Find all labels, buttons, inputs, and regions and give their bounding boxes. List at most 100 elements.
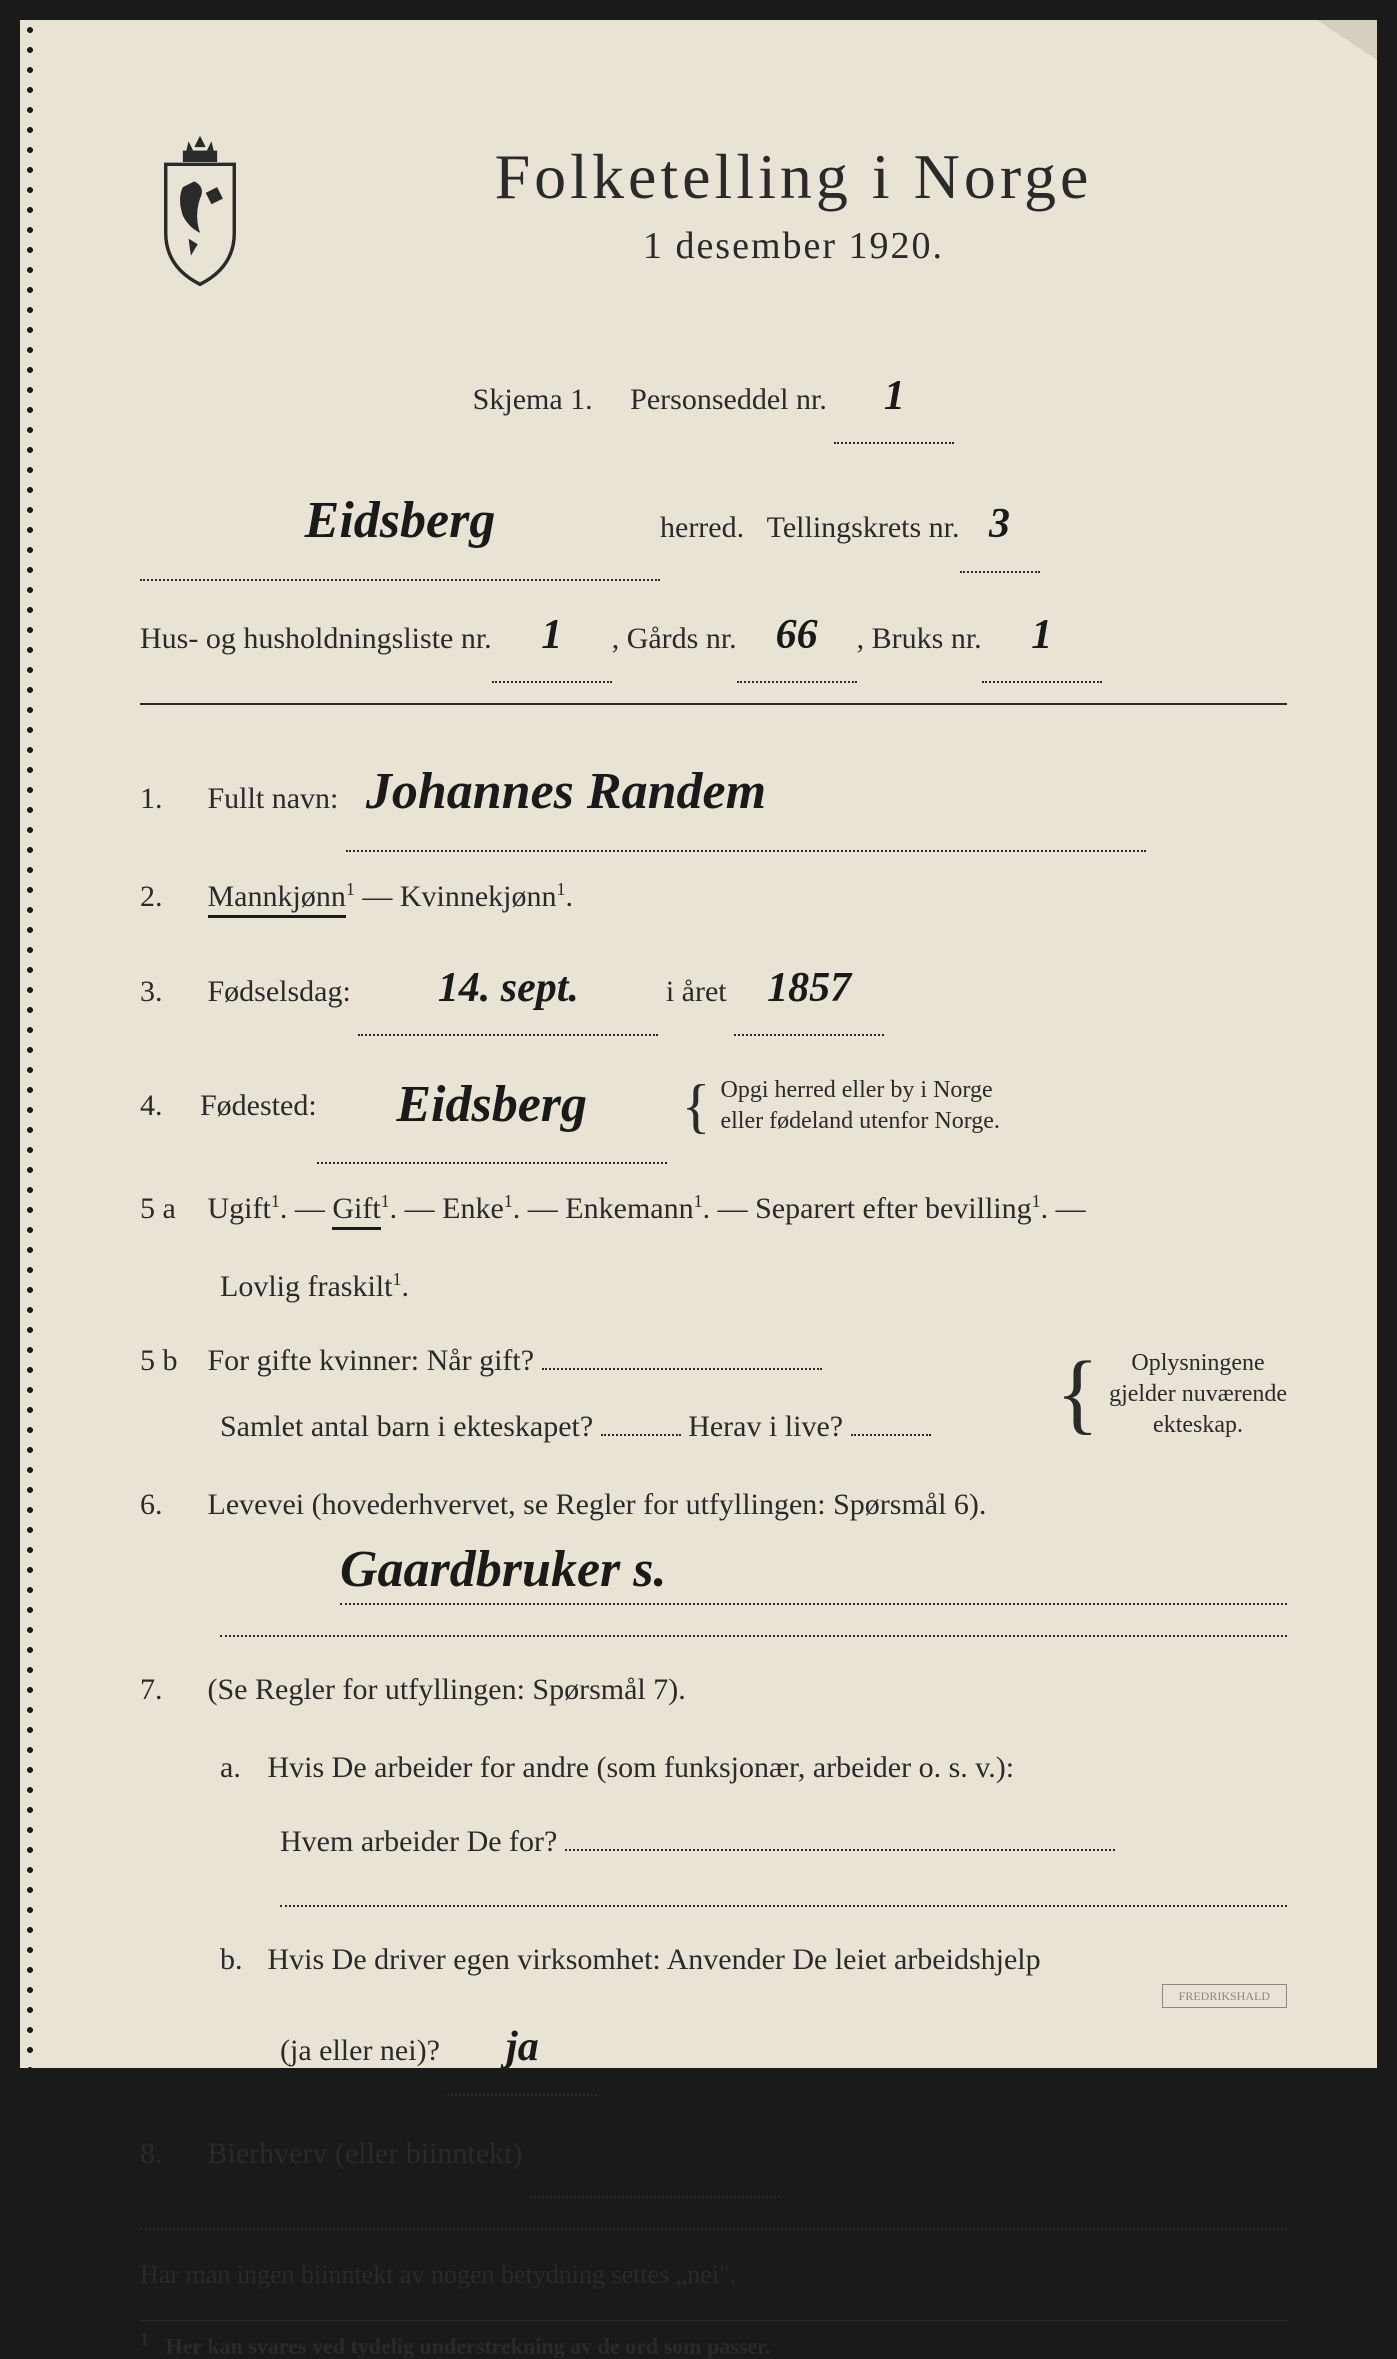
stamp-line: FREDRIKSHALD [1179,1989,1270,2003]
q2-num: 2. [140,864,200,930]
q4-note: Opgi herred eller by i Norge eller fødel… [720,1075,999,1137]
footer-note: Har man ingen biinntekt av nogen betydni… [140,2260,1287,2290]
title-block: Folketelling i Norge 1 desember 1920. [300,120,1287,268]
q4-note2: eller fødeland utenfor Norge. [720,1108,999,1134]
personseddel-label: Personseddel nr. [630,383,827,416]
footnote-num: 1 [140,2329,149,2349]
husliste-line: Hus- og husholdningsliste nr. 1 , Gårds … [140,589,1287,683]
coat-of-arms-icon [140,130,260,290]
q7b-text2: (ja eller nei)? [280,2034,440,2067]
blank-line [220,1635,1287,1637]
q5b-note2: gjelder nuværende [1109,1381,1287,1407]
q7a: a. Hvis De arbeider for andre (som funks… [140,1735,1287,1801]
q5a-num: 5 a [140,1176,200,1242]
footnote: 1 Her kan svares ved tydelig understrekn… [140,2320,1287,2359]
skjema-line: Skjema 1. Personseddel nr. 1 [140,350,1287,444]
q5b-note1: Oplysningene [1131,1350,1264,1376]
brace-icon: { [1056,1358,1099,1430]
herred-name: Eidsberg [305,492,496,549]
bruks-label: , Bruks nr. [857,606,982,672]
gards-label: , Gårds nr. [612,606,737,672]
q7: 7. (Se Regler for utfyllingen: Spørsmål … [140,1657,1287,1723]
q3-day: 14. sept. [438,965,579,1011]
q5b: 5 b For gifte kvinner: Når gift? Samlet … [140,1328,1287,1460]
q2-kvinne: Kvinnekjønn [400,880,557,913]
q2-sup1: 1 [346,879,355,899]
q3-label: Fødselsdag: [208,975,351,1008]
q2-dash: — [355,880,400,913]
blank-line [140,2228,1287,2230]
q3-num: 3. [140,959,200,1025]
herred-line: Eidsberg herred. Tellingskrets nr. 3 [140,464,1287,580]
q5a-gift: Gift [332,1192,380,1230]
bruks-nr: 1 [1031,612,1052,658]
q8: 8. Bierhverv (eller biinntekt) nei [140,2104,1287,2198]
q7b-text1: Hvis De driver egen virksomhet: Anvender… [268,1943,1041,1976]
q7a-2: Hvem arbeider De for? [140,1809,1287,1875]
q8-value: nei [628,2127,682,2173]
q5b-label1: For gifte kvinner: Når gift? [208,1344,535,1377]
q7b-2: (ja eller nei)? ja [140,2001,1287,2095]
tellingskrets-label: Tellingskrets nr. [767,495,960,561]
q7a-num: a. [220,1735,260,1801]
q5a-separert: Separert efter bevilling [755,1192,1032,1225]
q3-mid: i året [666,975,727,1008]
header: Folketelling i Norge 1 desember 1920. [140,120,1287,290]
corner-fold [1317,20,1377,60]
q3-year: 1857 [767,965,851,1011]
q1-num: 1. [140,766,200,832]
q5a-enkemann: Enkemann [565,1192,693,1225]
perforation-edge [20,20,40,2068]
q2-sup2: 1 [556,879,565,899]
herred-label: herred. [660,495,744,561]
q7a-text2: Hvem arbeider De for? [280,1825,557,1858]
q2-mann: Mannkjønn [208,880,346,918]
q5b-label3: Herav i live? [688,1410,843,1443]
q7-label: (Se Regler for utfyllingen: Spørsmål 7). [208,1673,686,1706]
q6-label: Levevei (hovederhvervet, se Regler for u… [208,1488,987,1521]
q5a-cont: Lovlig fraskilt1. [140,1254,1287,1320]
q2: 2. Mannkjønn1 — Kvinnekjønn1. [140,864,1287,930]
q7b-value: ja [506,2024,539,2070]
q3: 3. Fødselsdag: 14. sept. i året 1857 [140,942,1287,1036]
printer-stamp: FREDRIKSHALD [1162,1984,1287,2008]
q4-value: Eidsberg [396,1076,587,1133]
tellingskrets-nr: 3 [989,501,1010,547]
q4: 4. Fødested: Eidsberg { Opgi herred elle… [140,1048,1287,1164]
blank-line [280,1905,1287,1907]
footnote-text: Her kan svares ved tydelig understreknin… [166,2333,771,2358]
q5a-ugift: Ugift [208,1192,271,1225]
q7a-text1: Hvis De arbeider for andre (som funksjon… [268,1751,1015,1784]
q5a-enke: Enke [442,1192,504,1225]
brace-icon: { [682,1082,711,1130]
q8-label: Bierhverv (eller biinntekt) [208,2137,523,2170]
q1-value: Johannes Randem [366,763,766,820]
q7b-num: b. [220,1927,260,1993]
q7-num: 7. [140,1657,200,1723]
q4-label: Fødested: [200,1073,317,1139]
skjema-label: Skjema 1. [473,383,593,416]
gards-nr: 66 [776,612,818,658]
census-form-page: Folketelling i Norge 1 desember 1920. Sk… [20,20,1377,2068]
q5a: 5 a Ugift1. — Gift1. — Enke1. — Enkemann… [140,1176,1287,1242]
husliste-nr: 1 [541,612,562,658]
divider [140,703,1287,705]
q5b-note: Oplysningene gjelder nuværende ekteskap. [1109,1348,1287,1442]
q6-answer: Gaardbruker s. [340,1540,1287,1605]
q6: 6. Levevei (hovederhvervet, se Regler fo… [140,1472,1287,1538]
q6-num: 6. [140,1472,200,1538]
q5b-label2: Samlet antal barn i ekteskapet? [140,1410,593,1443]
q4-note1: Opgi herred eller by i Norge [720,1077,992,1103]
q7b: b. Hvis De driver egen virksomhet: Anven… [140,1927,1287,1993]
q6-value: Gaardbruker s. [340,1541,667,1598]
q5a-fraskilt: Lovlig fraskilt [220,1270,392,1303]
personseddel-nr: 1 [884,373,905,419]
q1-label: Fullt navn: [208,782,339,815]
q5b-note3: ekteskap. [1153,1412,1243,1438]
main-title: Folketelling i Norge [300,140,1287,214]
husliste-label: Hus- og husholdningsliste nr. [140,606,492,672]
q5b-num: 5 b [140,1328,200,1394]
q4-num: 4. [140,1073,200,1139]
q8-num: 8. [140,2121,200,2187]
subtitle: 1 desember 1920. [300,224,1287,268]
